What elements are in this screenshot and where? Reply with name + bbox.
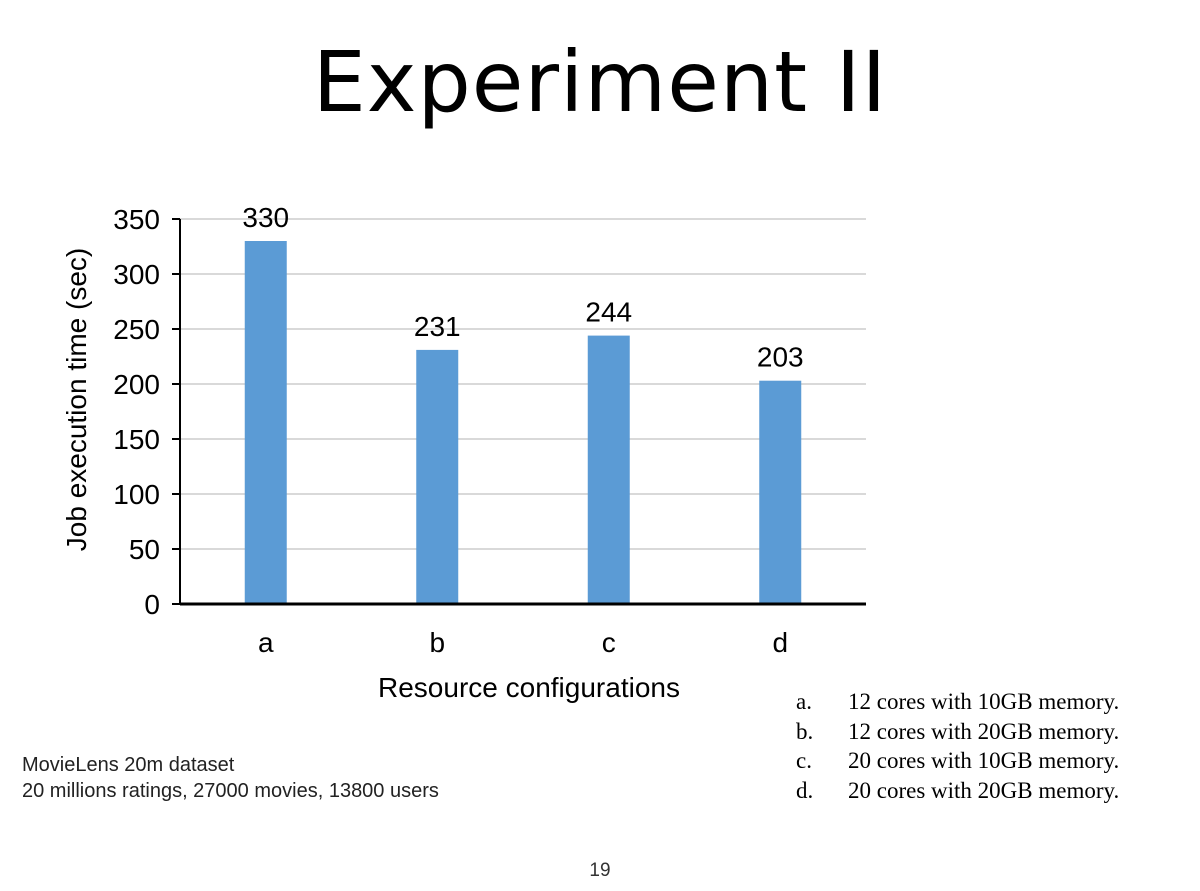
y-tick-label: 200 <box>113 369 160 400</box>
x-category-label: a <box>258 627 274 658</box>
legend-text: 20 cores with 10GB memory. <box>848 748 1120 773</box>
y-tick-label: 150 <box>113 424 160 455</box>
y-tick-labels: 0 50 100 150 200 250 300 350 <box>113 204 160 620</box>
x-category-label: c <box>602 627 616 658</box>
data-label: 330 <box>242 202 289 233</box>
data-label: 203 <box>757 342 804 373</box>
legend-text: 12 cores with 10GB memory. <box>848 689 1120 714</box>
bars <box>244 241 802 604</box>
y-tick-label: 300 <box>113 259 160 290</box>
dataset-name: MovieLens 20m dataset <box>22 754 235 776</box>
x-category-label: b <box>429 627 445 658</box>
bar-b <box>416 349 459 604</box>
y-tick-label: 0 <box>144 589 160 620</box>
dataset-note: MovieLens 20m dataset 20 millions rating… <box>22 752 439 804</box>
dataset-stats: 20 millions ratings, 27000 movies, 13800… <box>22 780 439 802</box>
legend-key: b. <box>796 718 814 744</box>
legend-key: a. <box>796 689 812 714</box>
x-category-labels: a b c d <box>258 627 788 658</box>
data-labels: 330 231 244 203 <box>242 202 803 373</box>
legend-row-b: b. 12 cores with 20GB memory. <box>796 717 1119 747</box>
legend-text: 20 cores with 20GB memory. <box>848 777 1120 803</box>
data-label: 231 <box>414 311 461 342</box>
legend-key: c. <box>796 748 812 773</box>
y-tick-label: 100 <box>113 479 160 510</box>
bar-d <box>759 380 802 604</box>
axes <box>172 218 866 606</box>
slide-title: Experiment II <box>312 33 888 131</box>
page-number: 19 <box>589 860 611 881</box>
legend-row-c: c. 20 cores with 10GB memory. <box>796 746 1119 776</box>
legend-row-a: a. 12 cores with 10GB memory. <box>796 687 1119 717</box>
legend-row-d: d. 20 cores with 20GB memory. <box>796 776 1119 806</box>
x-category-label: d <box>772 627 788 658</box>
x-axis-title: Resource configurations <box>378 672 680 703</box>
bar-c <box>587 335 630 604</box>
configuration-legend: a. 12 cores with 10GB memory. b. 12 core… <box>796 687 1119 805</box>
grid-lines <box>180 218 866 550</box>
y-axis-title: Job execution time (sec) <box>61 248 92 551</box>
bar-a <box>244 241 287 604</box>
data-label: 244 <box>585 297 632 328</box>
y-tick-label: 50 <box>129 534 160 565</box>
y-tick-label: 250 <box>113 314 160 345</box>
y-tick-label: 350 <box>113 204 160 235</box>
legend-key: d. <box>796 777 814 803</box>
legend-text: 12 cores with 20GB memory. <box>848 718 1120 744</box>
